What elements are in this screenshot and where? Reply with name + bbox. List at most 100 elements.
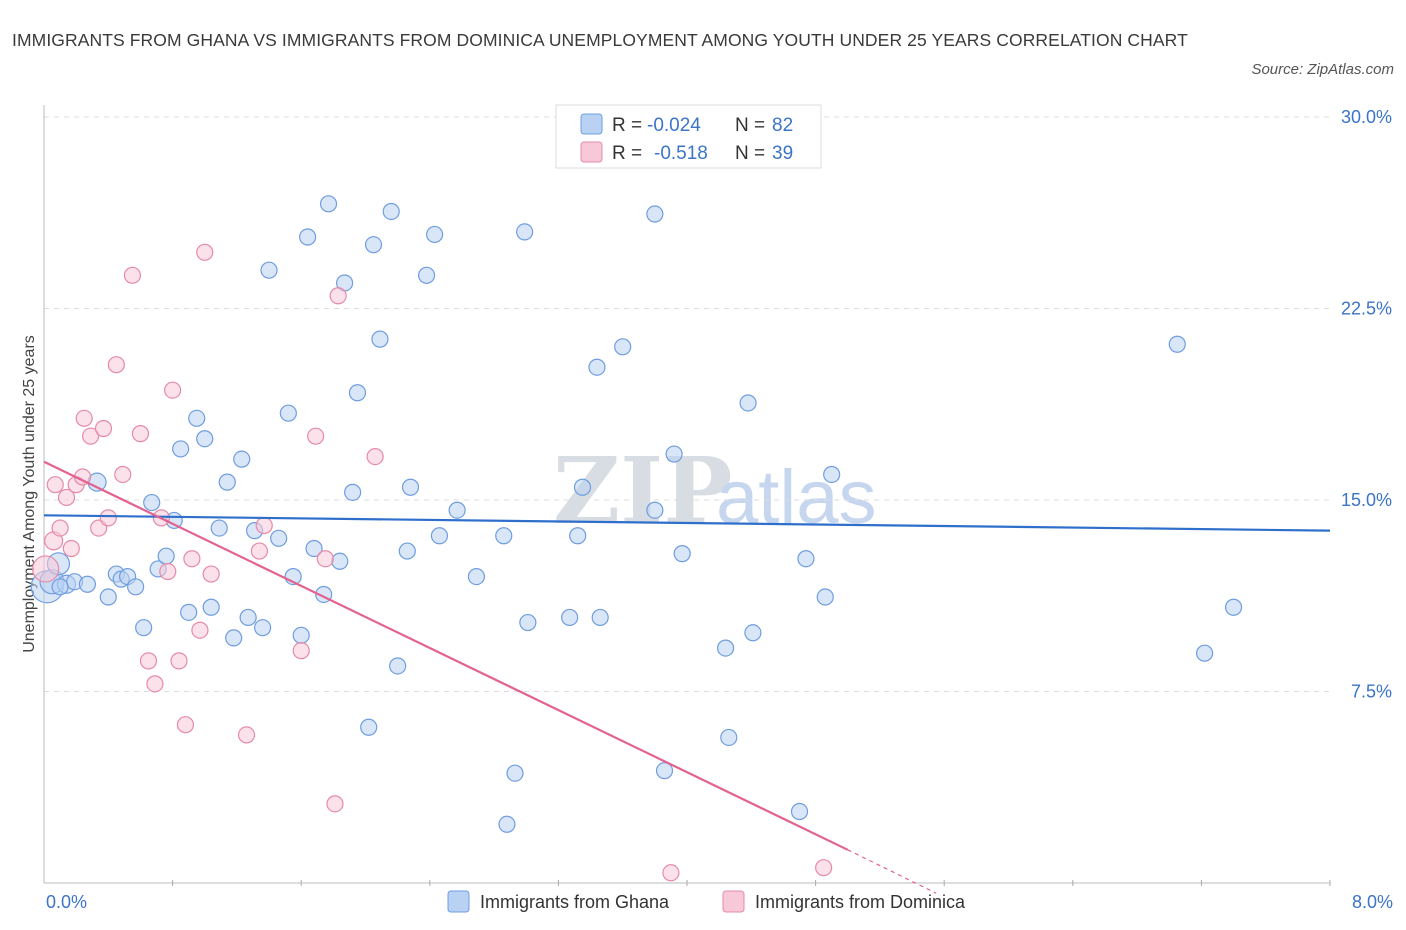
legend-dominica-n-value: 39 — [772, 143, 793, 164]
ghana-point-12 — [135, 619, 153, 637]
ghana-point-33 — [292, 626, 310, 644]
ghana-point-7 — [99, 588, 117, 606]
dominica-point-30 — [255, 516, 273, 535]
ghana-point-70 — [716, 639, 735, 657]
dominica-point-31 — [292, 642, 310, 660]
ghana-point-68 — [665, 445, 683, 463]
ghana-point-5 — [78, 575, 97, 593]
dominica-point-33 — [316, 550, 334, 568]
ghana-point-50 — [426, 225, 444, 244]
ghana-point-49 — [417, 266, 436, 284]
ghana-point-52 — [448, 501, 466, 519]
dominica-point-18 — [146, 675, 164, 693]
legend-dominica-n-label: N = — [735, 143, 765, 164]
ghana-point-45 — [382, 202, 400, 221]
ghana-point-78 — [1168, 335, 1186, 353]
y-tick-label-1: 15.0% — [1341, 490, 1392, 510]
ghana-point-18 — [180, 603, 198, 621]
ghana-point-47 — [398, 542, 416, 560]
ghana-point-28 — [254, 619, 272, 637]
ghana-point-62 — [588, 358, 606, 376]
legend-ghana-n-label: N = — [735, 115, 765, 136]
dominica-point-38 — [815, 859, 833, 877]
ghana-point-22 — [210, 519, 228, 537]
ghana-point-13 — [143, 493, 161, 512]
dominica-point-2 — [51, 519, 69, 537]
dominica-point-25 — [191, 621, 209, 639]
ghana-point-57 — [516, 223, 534, 241]
ghana-point-40 — [344, 483, 362, 501]
ghana-point-24 — [225, 629, 243, 647]
ghana-point-31 — [279, 404, 297, 422]
x-axis-ticks — [172, 880, 1331, 886]
ghana-point-58 — [519, 613, 537, 632]
ghana-point-41 — [348, 384, 367, 402]
ghana-point-69 — [673, 545, 691, 563]
dominica-point-14 — [114, 465, 132, 484]
dominica-point-28 — [237, 726, 256, 744]
trend-lines — [43, 460, 1331, 894]
source-note: Source: ZipAtlas.com — [1251, 61, 1394, 78]
ghana-point-23 — [218, 473, 236, 491]
dominica-point-35 — [329, 287, 347, 305]
dominica-series — [32, 243, 833, 882]
dominica-point-37 — [662, 864, 680, 882]
ghana-point-54 — [495, 527, 513, 545]
ghana-point-79 — [1196, 644, 1214, 662]
legend-dominica-r-value: -0.518 — [654, 143, 708, 164]
dominica-point-12 — [99, 509, 117, 527]
ghana-point-48 — [401, 478, 420, 496]
ghana-point-74 — [790, 802, 809, 821]
ghana-point-51 — [430, 527, 449, 545]
ghana-point-17 — [172, 440, 190, 458]
dominica-point-8 — [75, 409, 93, 427]
ghana-point-61 — [573, 478, 592, 496]
ghana-point-25 — [233, 450, 251, 468]
ghana-point-42 — [360, 718, 378, 736]
ghana-point-59 — [561, 608, 579, 627]
x-tick-label-0: 0.0% — [46, 892, 87, 912]
legend-stats-ghana-swatch — [580, 113, 603, 135]
ghana-point-65 — [646, 205, 664, 223]
gridlines — [44, 116, 1330, 692]
dominica-point-21 — [164, 381, 182, 399]
dominica-point-9 — [82, 427, 100, 445]
dominica-point-36 — [366, 447, 384, 466]
dominica-point-13 — [107, 356, 125, 374]
ghana-point-46 — [389, 657, 407, 675]
dominica-point-34 — [326, 795, 344, 813]
ghana-point-15 — [157, 547, 175, 565]
dominica-point-3 — [57, 488, 76, 507]
y-tick-labels: 7.5% 15.0% 22.5% 30.0% — [1341, 107, 1392, 702]
ghana-point-77 — [823, 465, 841, 484]
dominica-point-27 — [202, 565, 220, 583]
watermark-atlas: atlas — [716, 455, 877, 540]
ghana-point-67 — [655, 762, 674, 780]
dominica-point-32 — [307, 427, 325, 445]
ghana-point-20 — [196, 430, 214, 448]
ghana-point-30 — [270, 529, 288, 547]
dominica-point-20 — [159, 562, 177, 581]
x-tick-label-1: 8.0% — [1352, 892, 1393, 912]
y-tick-label-0: 7.5% — [1351, 682, 1392, 702]
legend-dominica-r-label: R = — [612, 143, 642, 164]
ghana-point-60 — [569, 527, 587, 545]
ghana-point-72 — [739, 394, 757, 412]
dominica-point-0 — [32, 555, 60, 583]
dominica-point-24 — [183, 550, 201, 568]
legend-ghana-swatch — [447, 890, 470, 913]
ghana-point-76 — [816, 588, 834, 606]
ghana-point-34 — [299, 228, 317, 246]
ghana-point-53 — [467, 567, 486, 586]
ghana-point-26 — [239, 608, 257, 627]
ghana-point-81 — [51, 578, 69, 596]
watermark: ZIP atlas — [553, 437, 877, 545]
legend-ghana-n-value: 82 — [772, 115, 793, 136]
ghana-trend-line — [43, 514, 1331, 532]
ghana-point-35 — [305, 539, 323, 558]
dominica-point-11 — [94, 419, 113, 438]
ghana-point-38 — [331, 552, 349, 570]
y-axis-label: Unemployment Among Youth under 25 years — [21, 335, 38, 653]
ghana-point-80 — [1224, 598, 1243, 616]
